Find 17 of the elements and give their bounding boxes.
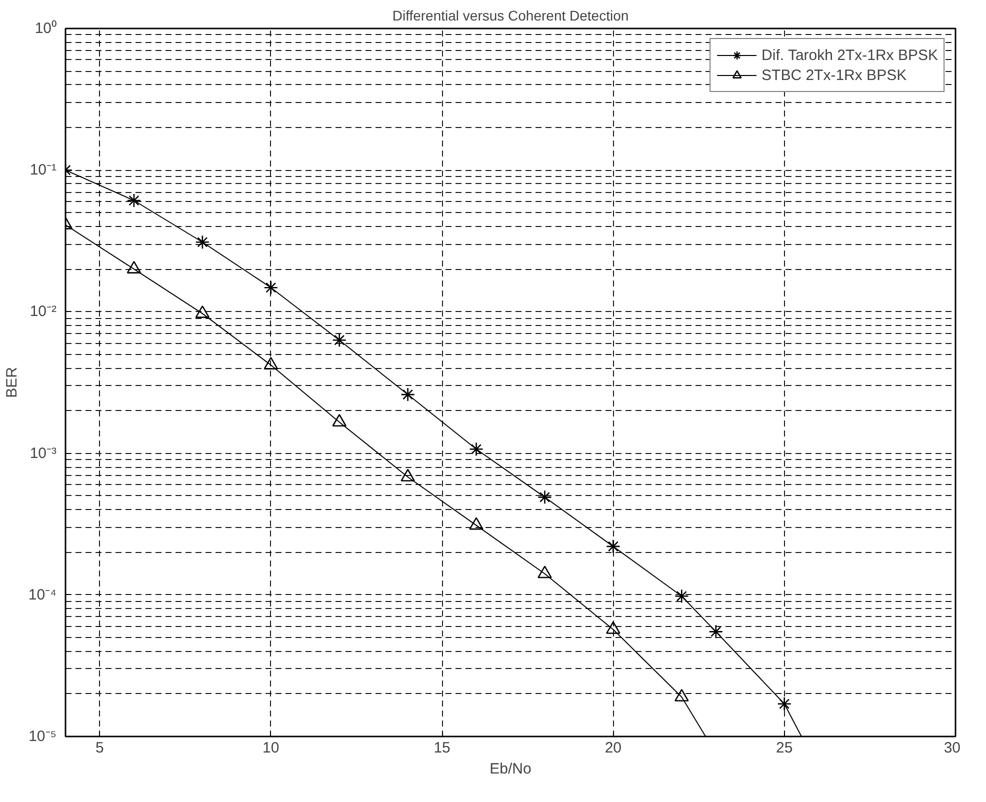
y-tick-label: 10⁻¹ [30, 162, 57, 179]
legend-label: Dif. Tarokh 2Tx-1Rx BPSK [762, 46, 938, 64]
y-tick-label: 10⁻⁵ [28, 728, 57, 745]
y-axis-title: BER [3, 366, 20, 398]
x-axis-title: Eb/No [490, 760, 532, 778]
x-tick-label: 5 [96, 740, 104, 756]
x-tick-label: 30 [944, 740, 961, 756]
chart-title: Differential versus Coherent Detection [392, 8, 629, 24]
x-tick-label: 25 [776, 740, 793, 756]
x-tick-label: 20 [604, 740, 622, 756]
y-tick-label: 10⁻² [30, 303, 57, 320]
y-tick-label: 10⁰ [34, 20, 57, 37]
y-tick-label: 10⁻⁴ [28, 586, 57, 604]
x-tick-label: 15 [434, 740, 450, 756]
legend-label: STBC 2Tx-1Rx BPSK [762, 66, 907, 84]
y-tick-label: 10⁻³ [30, 444, 57, 462]
x-tick-label: 10 [262, 740, 280, 756]
